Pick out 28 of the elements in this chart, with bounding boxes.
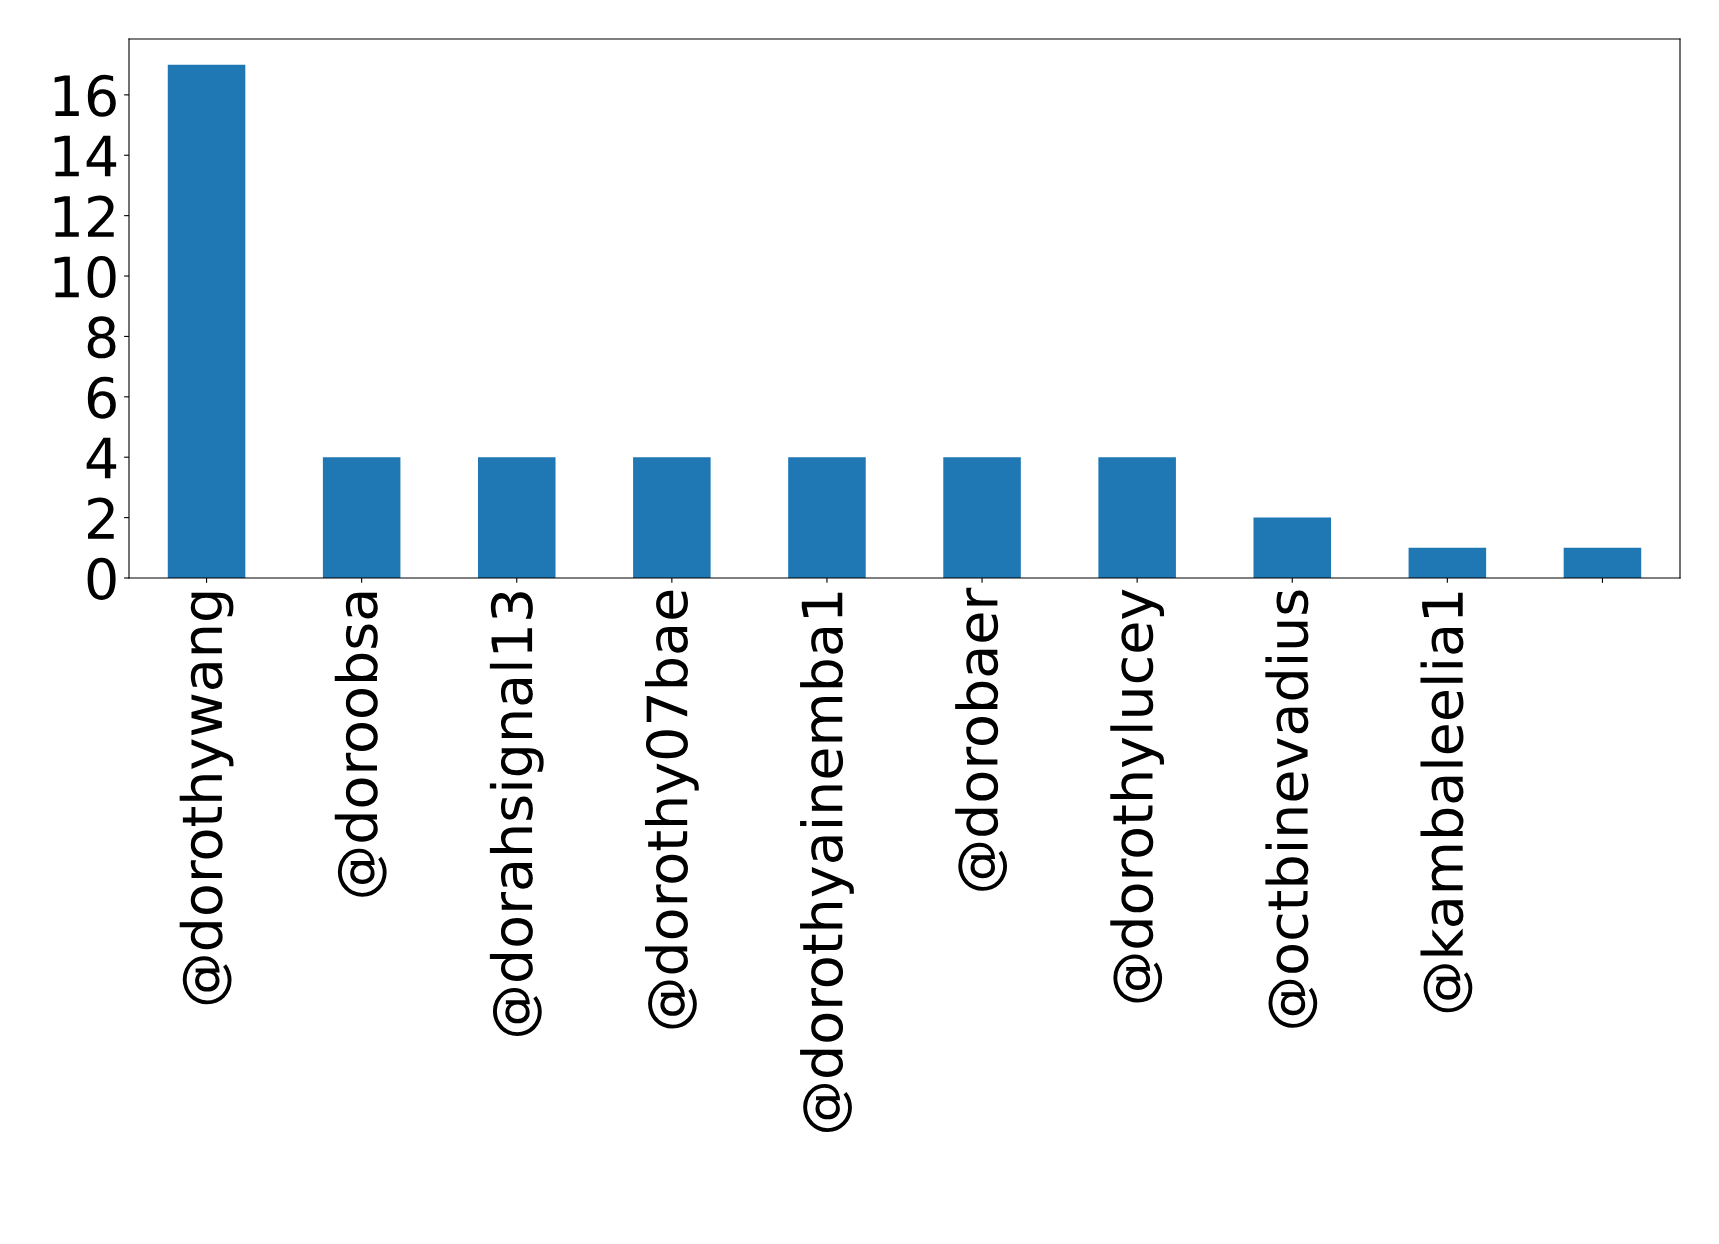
y-tick-label: 4: [86, 437, 117, 479]
bar: [943, 457, 1021, 578]
y-tick-label: 2: [88, 497, 114, 539]
bar: [167, 64, 246, 578]
y-tick-label: 6: [87, 376, 116, 419]
bar: [633, 457, 711, 578]
bar: [1098, 457, 1176, 578]
x-tick-label: @octbinevadius: [1265, 590, 1318, 1028]
y-tick-label: 10: [54, 255, 116, 298]
x-tick-label: @dorothy07bae: [644, 590, 699, 1029]
y-tick-label: 0: [87, 557, 116, 600]
x-tick-label: @dorothylucey: [1110, 589, 1165, 1003]
x-tick-label: @dorothywang: [179, 592, 234, 1005]
bar: [1563, 547, 1642, 578]
bar: [1408, 547, 1487, 578]
bar: [1253, 517, 1332, 578]
y-tick-label: 14: [54, 135, 117, 177]
x-tick-label: @dorothyainemba1: [800, 592, 854, 1132]
x-tick-label: @doroobsa: [334, 592, 387, 897]
x-tick-label: @dorahsignal13: [489, 592, 544, 1036]
x-tick-label: @kambaleelia1: [1420, 592, 1473, 1013]
bar: [788, 457, 866, 578]
y-tick-label: 12: [54, 195, 114, 237]
bar: [322, 457, 401, 578]
x-tick-label: @dorobaer: [955, 587, 1008, 891]
y-tick-label: 16: [54, 74, 116, 117]
bar: [477, 457, 556, 578]
y-tick-label: 8: [87, 316, 116, 359]
